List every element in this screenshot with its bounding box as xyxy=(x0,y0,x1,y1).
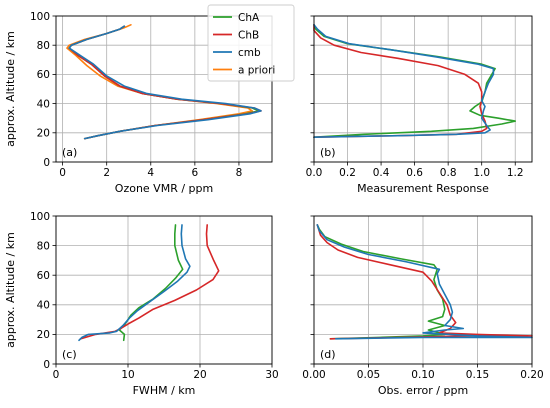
y-tick-label: 60 xyxy=(37,69,50,81)
x-tick-label: 0.00 xyxy=(302,369,325,381)
panel-label: (b) xyxy=(320,146,336,159)
x-tick-label: 2 xyxy=(103,167,110,179)
x-axis-label: Obs. error / ppm xyxy=(378,384,468,397)
x-tick-label: 4 xyxy=(147,167,154,179)
x-tick-label: 20 xyxy=(193,369,206,381)
x-tick-label: 0.4 xyxy=(373,167,390,179)
y-tick-label: 60 xyxy=(37,270,50,282)
series-line-chb xyxy=(313,24,488,138)
x-tick-label: 6 xyxy=(192,167,199,179)
x-tick-label: 0.10 xyxy=(411,369,434,381)
panel-label: (c) xyxy=(62,348,77,361)
x-axis-label: Ozone VMR / ppm xyxy=(115,182,213,195)
y-tick-label: 80 xyxy=(37,240,50,252)
x-axis-label: FWHM / km xyxy=(133,384,196,397)
y-tick-label: 0 xyxy=(43,157,50,169)
legend-label-cha: ChA xyxy=(238,12,260,24)
y-tick-label: 40 xyxy=(37,300,50,312)
x-tick-label: 0 xyxy=(53,369,60,381)
x-tick-label: 0.6 xyxy=(406,167,423,179)
x-tick-label: 1.0 xyxy=(473,167,490,179)
series-line-cmb xyxy=(78,224,191,342)
x-tick-label: 30 xyxy=(265,369,278,381)
legend-label-cmb: cmb xyxy=(238,47,261,59)
y-tick-label: 100 xyxy=(30,11,50,23)
axes-frame xyxy=(313,15,533,163)
y-tick-label: 20 xyxy=(37,128,50,140)
panel-d: 0.00 0.05 0.10 0.15 0.20 Obs. error / ppm (d) xyxy=(302,215,544,397)
x-tick-label: 0 xyxy=(59,167,66,179)
y-axis-label: approx. Altitude / km xyxy=(4,31,17,147)
axes-frame xyxy=(55,215,273,365)
y-axis-label: approx. Altitude / km xyxy=(4,232,17,348)
x-tick-label: 0.0 xyxy=(306,167,323,179)
x-tick-label: 10 xyxy=(121,369,134,381)
panel-b: 0.0 0.2 0.4 0.6 0.8 1.0 1.2 Measurement Respons… xyxy=(306,15,533,195)
x-tick-label: 8 xyxy=(236,167,243,179)
series-line-cmb xyxy=(68,25,262,140)
y-tick-label: 40 xyxy=(37,98,50,110)
panel-c: 0 10 20 30 0 20 40 60 80 100 FWHM / km approx. Alti… xyxy=(4,211,279,397)
y-tick-label: 100 xyxy=(30,211,50,223)
legend-label-a-priori: a priori xyxy=(238,65,275,77)
x-tick-label: 0.8 xyxy=(440,167,457,179)
series-line-cmb xyxy=(313,24,495,138)
series-line-chb xyxy=(316,224,533,340)
x-tick-label: 1.2 xyxy=(507,167,524,179)
y-tick-label: 0 xyxy=(43,359,50,371)
legend-label-chb: ChB xyxy=(238,30,259,42)
panel-label: (d) xyxy=(320,348,336,361)
x-tick-label: 0.2 xyxy=(339,167,356,179)
y-tick-label: 80 xyxy=(37,40,50,52)
panel-label: (a) xyxy=(62,146,77,159)
x-axis-label: Measurement Response xyxy=(357,182,489,195)
legend-box xyxy=(207,4,295,82)
x-tick-label: 0.05 xyxy=(357,369,380,381)
x-tick-label: 0.15 xyxy=(466,369,489,381)
y-tick-label: 20 xyxy=(37,329,50,341)
x-tick-label: 0.20 xyxy=(520,369,543,381)
series-line-cha xyxy=(316,224,446,340)
axes-frame xyxy=(55,15,273,163)
series-line-cmb xyxy=(316,224,533,340)
series-line-chb xyxy=(79,224,220,340)
legend: ChA ChB cmb a priori xyxy=(207,4,295,82)
